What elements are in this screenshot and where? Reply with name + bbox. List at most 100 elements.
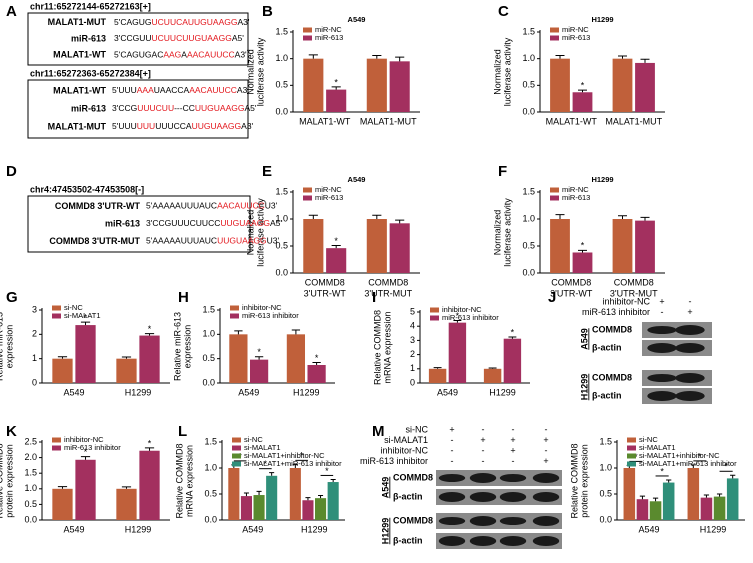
legend-swatch (627, 437, 636, 443)
legend-swatch (627, 445, 636, 451)
legend-swatch (627, 461, 636, 467)
bar (75, 325, 96, 383)
bar (249, 359, 269, 383)
bar (52, 358, 73, 383)
bar (229, 334, 248, 383)
condition-label: miR-613 inhibitor (360, 456, 428, 466)
y-tick-label: 0.5 (202, 353, 215, 363)
legend-swatch (232, 445, 241, 451)
error-bar (372, 54, 382, 59)
legend-label: inhibitor-NC (242, 303, 282, 312)
error-bar (121, 486, 132, 489)
significance: * (698, 451, 702, 461)
condition-sign: + (543, 435, 548, 445)
error-bar (144, 447, 155, 451)
sequence-segment: 3'CCGUU (114, 33, 152, 43)
x-tick-label: COMMD8 (368, 277, 408, 287)
x-tick-label: A549 (638, 524, 659, 534)
legend-swatch (52, 437, 61, 443)
significance: * (334, 77, 338, 87)
y-tick-label: 1.5 (275, 186, 288, 196)
error-bar (234, 330, 243, 335)
x-tick-label: COMMD8 (551, 277, 591, 287)
error-bar (372, 214, 382, 219)
blot-band (647, 391, 677, 401)
condition-sign: - (451, 445, 454, 455)
sequence-segment: AAA (137, 85, 154, 95)
protein-label: COMMD8 (393, 472, 433, 482)
bar (700, 497, 713, 520)
panel-label: F (498, 163, 507, 180)
condition-sign: + (510, 445, 515, 455)
sequence-segment: AACAUUCC (217, 201, 265, 211)
bar (327, 482, 339, 520)
panel-label: B (262, 3, 273, 20)
blot-band (532, 536, 560, 546)
bar (550, 219, 570, 273)
chart-title: H1299 (591, 175, 613, 184)
y-tick-label: 2.0 (24, 452, 37, 462)
condition-sign: - (512, 424, 515, 434)
sequence-segment: ---CC (174, 103, 195, 113)
bar (52, 488, 73, 520)
x-tick-label: 3'UTR-WT (304, 288, 347, 298)
x-tick-label: H1299 (700, 524, 727, 534)
bar (572, 92, 593, 112)
blot-strip (436, 533, 562, 549)
y-tick-label: 1.5 (24, 468, 37, 478)
legend-label: si-MALAT1+miR-613 inhibitor (639, 459, 737, 468)
sequence-box (27, 195, 251, 253)
legend-label: si-MALAT1 (639, 443, 676, 452)
significance: * (84, 313, 88, 323)
blot-strip (436, 513, 562, 529)
sequence-segment: U3' (265, 201, 278, 211)
x-tick-label: A549 (63, 524, 84, 534)
legend-label: si-MALAT1+inhibitor-NC (639, 451, 720, 460)
legend-swatch (550, 187, 559, 193)
sequence: 5'AAAAAUUUAUCAACAUUCCU3' (146, 201, 278, 211)
y-tick-label: 1.0 (24, 483, 37, 493)
blot-band (469, 516, 497, 526)
y-tick-label: 0.0 (202, 377, 215, 387)
y-tick-label: 1.5 (275, 26, 288, 36)
sequence-name: miR-613 (105, 218, 140, 228)
chart-title: A549 (348, 175, 366, 184)
sequence-segment: UUGUAAGG (182, 33, 232, 43)
sequence-segment: AACAUUCC (189, 85, 237, 95)
condition-sign: - (545, 424, 548, 434)
x-tick-label: H1299 (301, 524, 328, 534)
y-tick-label: 0.0 (522, 106, 535, 116)
legend-label: si-NC (244, 435, 263, 444)
error-bar (269, 472, 275, 476)
y-tick-label: 1.0 (599, 462, 612, 472)
error-bar (80, 321, 91, 326)
error-bar (318, 495, 324, 499)
bar (116, 488, 137, 520)
cell-line-label: A549 (380, 477, 390, 499)
x-tick-label: H1299 (489, 387, 516, 397)
sequence-name: MALAT1-MUT (48, 17, 107, 27)
error-bar (308, 214, 318, 219)
blot-band (438, 474, 466, 482)
error-bar (508, 336, 517, 339)
sequence-segment: AACAUUCC (187, 50, 235, 60)
sequence-segment: 5'AAAAAUUUAUC (146, 236, 217, 246)
y-axis-label: luciferase activity (502, 37, 512, 106)
error-bar (291, 329, 301, 335)
bar (389, 61, 410, 112)
error-bar (578, 249, 587, 253)
y-tick-label: 1.5 (204, 436, 217, 446)
y-axis-label: luciferase activity (255, 198, 265, 267)
condition-sign: - (545, 445, 548, 455)
condition-sign: + (543, 456, 548, 466)
sequence-segment: 3'CCGUUUCUUCC (146, 218, 220, 228)
condition-sign: - (661, 307, 664, 317)
x-tick-label: A549 (63, 387, 84, 397)
sequence: 3'CCGUUUCUU---CCUUGUAAGGA5' (112, 103, 257, 113)
error-bar (690, 464, 696, 468)
panel-label: J (548, 289, 556, 306)
error-bar (652, 497, 659, 502)
sequence-segment: A (181, 50, 187, 60)
error-bar (121, 356, 132, 359)
